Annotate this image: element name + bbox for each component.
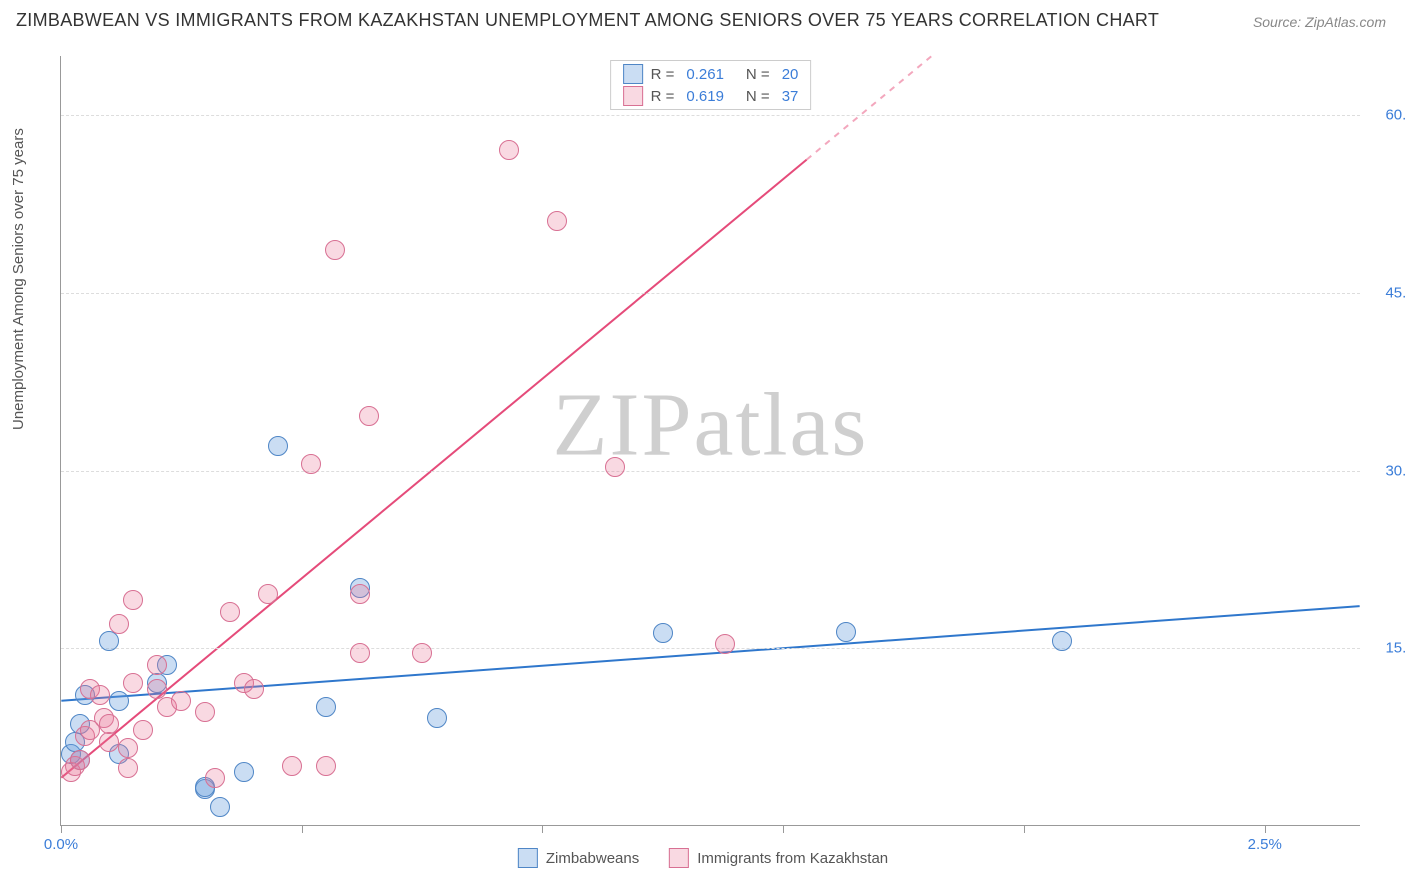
legend-label: Immigrants from Kazakhstan	[697, 850, 888, 867]
data-point-pink	[325, 240, 345, 260]
gridline	[61, 115, 1360, 116]
gridline	[61, 471, 1360, 472]
data-point-pink	[70, 750, 90, 770]
y-tick-label: 30.0%	[1368, 462, 1406, 479]
data-point-pink	[547, 211, 567, 231]
y-axis-label: Unemployment Among Seniors over 75 years	[10, 128, 27, 430]
data-point-pink	[109, 614, 129, 634]
data-point-blue	[234, 762, 254, 782]
data-point-pink	[123, 590, 143, 610]
data-point-pink	[205, 768, 225, 788]
data-point-pink	[301, 454, 321, 474]
data-point-pink	[282, 756, 302, 776]
data-point-pink	[350, 643, 370, 663]
legend-n-label: N =	[746, 88, 770, 105]
data-point-blue	[316, 697, 336, 717]
data-point-pink	[118, 758, 138, 778]
data-point-pink	[316, 756, 336, 776]
legend-n-value: 20	[782, 66, 799, 83]
legend-item-pink: Immigrants from Kazakhstan	[669, 848, 888, 868]
data-point-pink	[147, 655, 167, 675]
chart-title: ZIMBABWEAN VS IMMIGRANTS FROM KAZAKHSTAN…	[16, 10, 1159, 31]
gridline	[61, 293, 1360, 294]
plot-area: ZIPatlas R =0.261N =20R =0.619N =37 15.0…	[60, 56, 1360, 826]
legend-correlation: R = 0.261 N = 20 R = 0.619 N = 37	[610, 60, 812, 110]
legend-swatch-pink	[669, 848, 689, 868]
x-tick	[783, 825, 784, 833]
data-point-pink	[605, 457, 625, 477]
legend-row-blue: R = 0.261 N = 20	[611, 63, 811, 85]
legend-r-label: R =	[651, 88, 675, 105]
data-point-pink	[195, 702, 215, 722]
gridline	[61, 648, 1360, 649]
data-point-blue	[109, 691, 129, 711]
data-point-blue	[427, 708, 447, 728]
legend-item-blue: Zimbabweans	[518, 848, 639, 868]
data-point-pink	[118, 738, 138, 758]
data-point-pink	[715, 634, 735, 654]
legend-row-pink: R = 0.619 N = 37	[611, 85, 811, 107]
data-point-pink	[123, 673, 143, 693]
data-point-pink	[99, 714, 119, 734]
legend-r-value: 0.261	[686, 66, 724, 83]
legend-r-value: 0.619	[686, 88, 724, 105]
legend-n-label: N =	[746, 66, 770, 83]
data-point-blue	[99, 631, 119, 651]
x-tick-label: 2.5%	[1248, 836, 1282, 853]
y-tick-label: 60.0%	[1368, 107, 1406, 124]
data-point-blue	[836, 622, 856, 642]
legend-swatch-blue	[518, 848, 538, 868]
x-tick	[61, 825, 62, 833]
data-point-pink	[133, 720, 153, 740]
legend-swatch-pink	[623, 86, 643, 106]
data-point-pink	[244, 679, 264, 699]
data-point-blue	[1052, 631, 1072, 651]
legend-label: Zimbabweans	[546, 850, 639, 867]
chart-container: ZIMBABWEAN VS IMMIGRANTS FROM KAZAKHSTAN…	[0, 0, 1406, 892]
y-tick-label: 45.0%	[1368, 284, 1406, 301]
data-point-pink	[350, 584, 370, 604]
legend-n-value: 37	[782, 88, 799, 105]
x-tick	[542, 825, 543, 833]
legend-series: Zimbabweans Immigrants from Kazakhstan	[518, 848, 888, 868]
data-point-pink	[90, 685, 110, 705]
x-tick	[1265, 825, 1266, 833]
trend-lines	[61, 56, 1360, 825]
y-tick-label: 15.0%	[1368, 640, 1406, 657]
legend-swatch-blue	[623, 64, 643, 84]
data-point-pink	[359, 406, 379, 426]
data-point-pink	[258, 584, 278, 604]
data-point-pink	[412, 643, 432, 663]
data-point-blue	[653, 623, 673, 643]
x-tick	[1024, 825, 1025, 833]
legend-r-label: R =	[651, 66, 675, 83]
x-tick	[302, 825, 303, 833]
data-point-pink	[220, 602, 240, 622]
data-point-blue	[210, 797, 230, 817]
data-point-pink	[499, 140, 519, 160]
data-point-blue	[268, 436, 288, 456]
data-point-pink	[99, 732, 119, 752]
data-point-pink	[171, 691, 191, 711]
source-attribution: Source: ZipAtlas.com	[1253, 14, 1386, 30]
x-tick-label: 0.0%	[44, 836, 78, 853]
